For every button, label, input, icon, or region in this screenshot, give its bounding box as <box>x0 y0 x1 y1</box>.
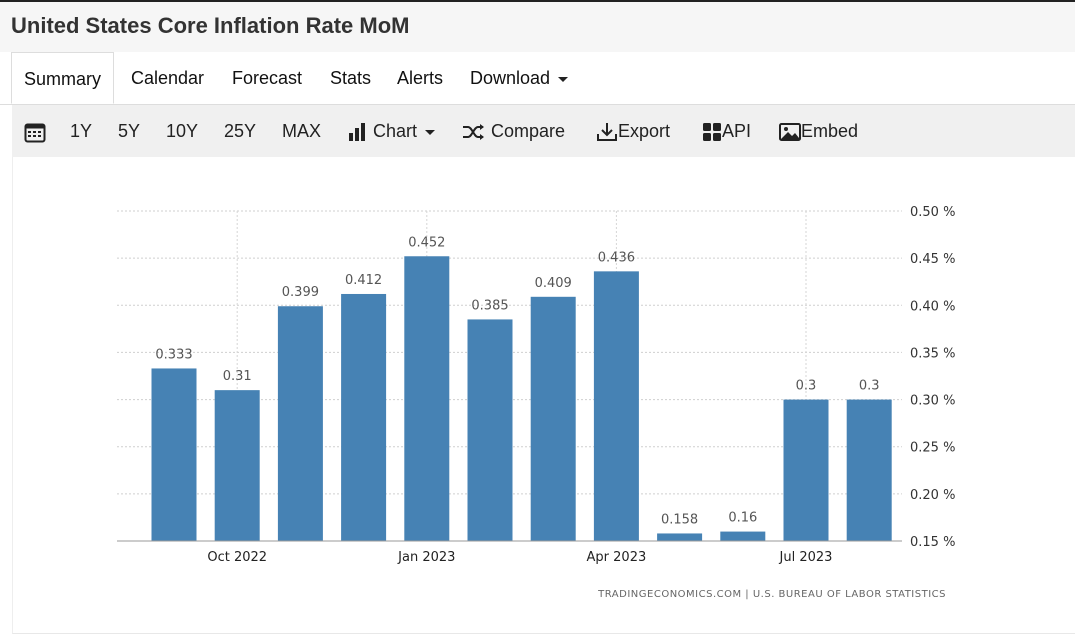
bar-value-label: 0.412 <box>345 273 382 288</box>
tab-forecast[interactable]: Forecast <box>232 52 302 104</box>
shuffle-icon <box>463 124 484 141</box>
bar-value-label: 0.399 <box>282 285 319 300</box>
tab-download-label: Download <box>470 68 551 88</box>
chart-type-button[interactable]: Chart <box>348 105 436 157</box>
tab-forecast-label: Forecast <box>232 68 303 88</box>
y-tick-label: 0.40 % <box>910 299 955 314</box>
bar <box>404 256 450 541</box>
x-tick-label: Jan 2023 <box>397 550 455 565</box>
embed-label: Embed <box>801 121 859 141</box>
title-bar: United States Core Inflation Rate MoM <box>0 2 1075 53</box>
bar-value-label: 0.436 <box>598 250 635 265</box>
chart-toolbar: 1Y 5Y 10Y 25Y MAX Chart Compare Export A… <box>12 105 1075 158</box>
bar <box>783 399 829 541</box>
tab-stats[interactable]: Stats <box>330 52 371 104</box>
y-tick-label: 0.50 % <box>910 205 955 220</box>
range-25y-button[interactable]: 25Y <box>224 121 257 141</box>
range-1y-button[interactable]: 1Y <box>70 121 93 141</box>
y-tick-label: 0.25 % <box>910 441 955 456</box>
bar <box>467 319 513 541</box>
compare-label: Compare <box>491 121 566 141</box>
tab-summary[interactable]: Summary <box>11 52 115 104</box>
bar <box>214 390 260 541</box>
range-5y-button[interactable]: 5Y <box>118 121 141 141</box>
bar <box>341 293 387 541</box>
image-icon <box>779 123 801 142</box>
y-tick-label: 0.45 % <box>910 252 955 267</box>
export-label: Export <box>618 121 671 141</box>
bar-value-label: 0.158 <box>661 512 698 527</box>
calendar-icon <box>24 123 46 143</box>
x-tick-label: Oct 2022 <box>207 550 267 565</box>
bar <box>846 399 892 541</box>
bar-value-label: 0.409 <box>535 276 572 291</box>
tab-alerts[interactable]: Alerts <box>397 52 443 104</box>
bar <box>593 271 639 541</box>
tab-calendar[interactable]: Calendar <box>131 52 204 104</box>
compare-button[interactable]: Compare <box>462 105 565 157</box>
caret-down-icon <box>558 76 569 82</box>
tab-calendar-label: Calendar <box>131 68 205 88</box>
bar <box>277 306 323 541</box>
x-tick-label: Apr 2023 <box>587 550 647 565</box>
page-title: United States Core Inflation Rate MoM <box>11 13 410 38</box>
calendar-button[interactable] <box>24 105 46 157</box>
bar-value-label: 0.3 <box>859 379 880 394</box>
y-tick-label: 0.35 % <box>910 346 955 361</box>
y-tick-label: 0.15 % <box>910 535 955 550</box>
bar <box>720 531 766 541</box>
bar-value-label: 0.16 <box>728 511 757 526</box>
tab-bar: Summary Calendar Forecast Stats Alerts D… <box>0 52 1075 105</box>
y-tick-label: 0.20 % <box>910 488 955 503</box>
y-tick-label: 0.30 % <box>910 394 955 409</box>
bar-value-label: 0.31 <box>223 369 252 384</box>
api-button[interactable]: API <box>702 105 751 157</box>
tab-download[interactable]: Download <box>470 52 569 104</box>
bar-value-label: 0.333 <box>155 347 192 362</box>
bar-chart-icon <box>349 123 365 142</box>
embed-button[interactable]: Embed <box>779 105 858 157</box>
tab-alerts-label: Alerts <box>397 68 444 88</box>
bar-value-label: 0.3 <box>796 379 817 394</box>
bar-chart: 0.15 % 0.20 % 0.25 % 0.30 % 0.35 % 0.40 % 0.45… <box>117 205 955 600</box>
tab-summary-label: Summary <box>24 69 102 89</box>
chart-type-label: Chart <box>373 121 418 141</box>
source-credit: TRADINGECONOMICS.COM | U.S. BUREAU OF LA… <box>597 589 946 600</box>
range-10y-button[interactable]: 10Y <box>166 121 199 141</box>
download-icon <box>597 123 617 142</box>
chevron-down-icon <box>425 129 436 135</box>
bar <box>151 368 197 541</box>
chart-container: 0.15 % 0.20 % 0.25 % 0.30 % 0.35 % 0.40 % 0.45… <box>12 157 1075 634</box>
top-border <box>0 0 1075 2</box>
api-label: API <box>722 121 752 141</box>
export-button[interactable]: Export <box>596 105 670 157</box>
bar-value-label: 0.452 <box>408 235 445 250</box>
bar <box>530 296 576 541</box>
bar <box>657 533 703 541</box>
bar-value-label: 0.385 <box>471 298 508 313</box>
grid-icon <box>703 123 721 142</box>
range-max-button[interactable]: MAX <box>282 121 322 141</box>
tab-stats-label: Stats <box>330 68 372 88</box>
x-tick-label: Jul 2023 <box>779 550 833 565</box>
